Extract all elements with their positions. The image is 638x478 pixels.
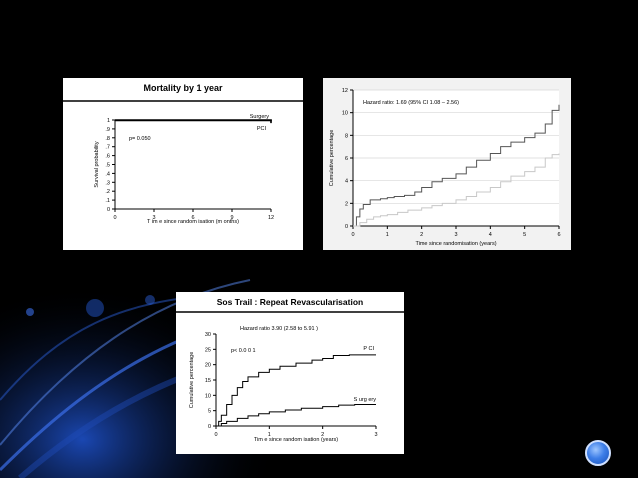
x-tick-label: 3	[374, 432, 377, 438]
x-tick-label: 6	[557, 232, 560, 238]
x-tick-label: 1	[386, 232, 389, 238]
series-line	[216, 354, 376, 427]
y-tick-label: 12	[342, 88, 348, 94]
x-tick-label: 0	[214, 432, 217, 438]
x-tick-label: 6	[191, 215, 194, 221]
series-line	[353, 153, 560, 227]
x-tick-label: 1	[268, 432, 271, 438]
x-tick-label: 2	[321, 432, 324, 438]
y-tick-label: .6	[105, 154, 110, 160]
series-line	[353, 104, 560, 227]
y-tick-label: 5	[208, 409, 211, 415]
y-tick-label: .7	[105, 145, 110, 151]
y-tick-label: .3	[105, 180, 110, 186]
y-tick-label: 0	[345, 224, 348, 230]
y-tick-label: 25	[205, 347, 211, 353]
y-tick-label: 15	[205, 378, 211, 384]
x-tick-label: 9	[230, 215, 233, 221]
annotation: Hazard ratio: 1.69 (95% CI 1.08 – 2.56)	[363, 100, 459, 106]
series-label: PCI	[257, 126, 267, 132]
y-tick-label: 0	[107, 207, 110, 213]
y-tick-label: 0	[208, 424, 211, 430]
x-tick-label: 0	[351, 232, 354, 238]
chart-title: Sos Trail : Repeat Revascularisation	[216, 297, 364, 307]
mortality-chart-panel: Mortality by 1 year 0 3 6 9 12 0 .1 .2 .3 .4 .5 .6.…	[63, 78, 303, 250]
x-tick-label: 4	[489, 232, 492, 238]
revascularisation-chart-panel: Sos Trail : Repeat Revascularisation 0 1 2…	[176, 292, 404, 454]
series-label: P CI	[363, 346, 374, 352]
y-axis-label: Cumulative percentage	[189, 352, 195, 409]
x-axis-label: Tim e since random isation (years)	[254, 437, 338, 443]
x-tick-label: 2	[420, 232, 423, 238]
x-tick-label: 5	[523, 232, 526, 238]
x-tick-label: 3	[152, 215, 155, 221]
series-line	[216, 404, 376, 427]
y-tick-label: 1	[107, 118, 110, 124]
series-line	[115, 119, 272, 124]
x-tick-label: 0	[113, 215, 116, 221]
y-tick-label: 2	[345, 201, 348, 207]
y-tick-label: 10	[342, 111, 348, 117]
y-tick-label: 10	[205, 393, 211, 399]
annotation: p< 0.0 0 1	[231, 348, 256, 354]
y-tick-label: 4	[345, 179, 348, 185]
chart-title: Mortality by 1 year	[143, 83, 223, 93]
y-tick-label: 20	[205, 363, 211, 369]
annotation: Hazard ratio 3.90 (2.58 to 5.91 )	[240, 326, 318, 332]
y-tick-label: 30	[205, 332, 211, 338]
cumulative-chart-panel: 0 1 2 3 4 5 6 0 2 4 6 8 10 12 Time since randomisation…	[323, 78, 571, 250]
y-axis-label: Survival probability	[94, 141, 100, 187]
y-tick-label: .2	[105, 189, 110, 195]
y-tick-label: .1	[105, 198, 110, 204]
y-tick-label: .4	[105, 171, 110, 177]
y-tick-label: .9	[105, 127, 110, 133]
circle-button-icon[interactable]	[585, 440, 611, 466]
y-tick-label: 6	[345, 156, 348, 162]
y-tick-label: 8	[345, 133, 348, 139]
series-label: Surgery	[250, 114, 270, 120]
x-tick-label: 12	[268, 215, 274, 221]
x-axis-label: T im e since random isation (m onths)	[147, 219, 239, 225]
y-axis-label: Cumulative percentage	[329, 130, 335, 187]
x-axis-label: Time since randomisation (years)	[415, 241, 496, 247]
y-tick-label: .5	[105, 163, 110, 169]
x-tick-label: 3	[454, 232, 457, 238]
y-tick-label: .8	[105, 136, 110, 142]
series-label: S urg ery	[354, 397, 377, 403]
mortality-chart: 0 3 6 9 12 0 .1 .2 .3 .4 .5 .6 .7 .8 .9 1 T im e since r…	[63, 100, 303, 225]
annotation: p= 0.050	[129, 136, 151, 142]
